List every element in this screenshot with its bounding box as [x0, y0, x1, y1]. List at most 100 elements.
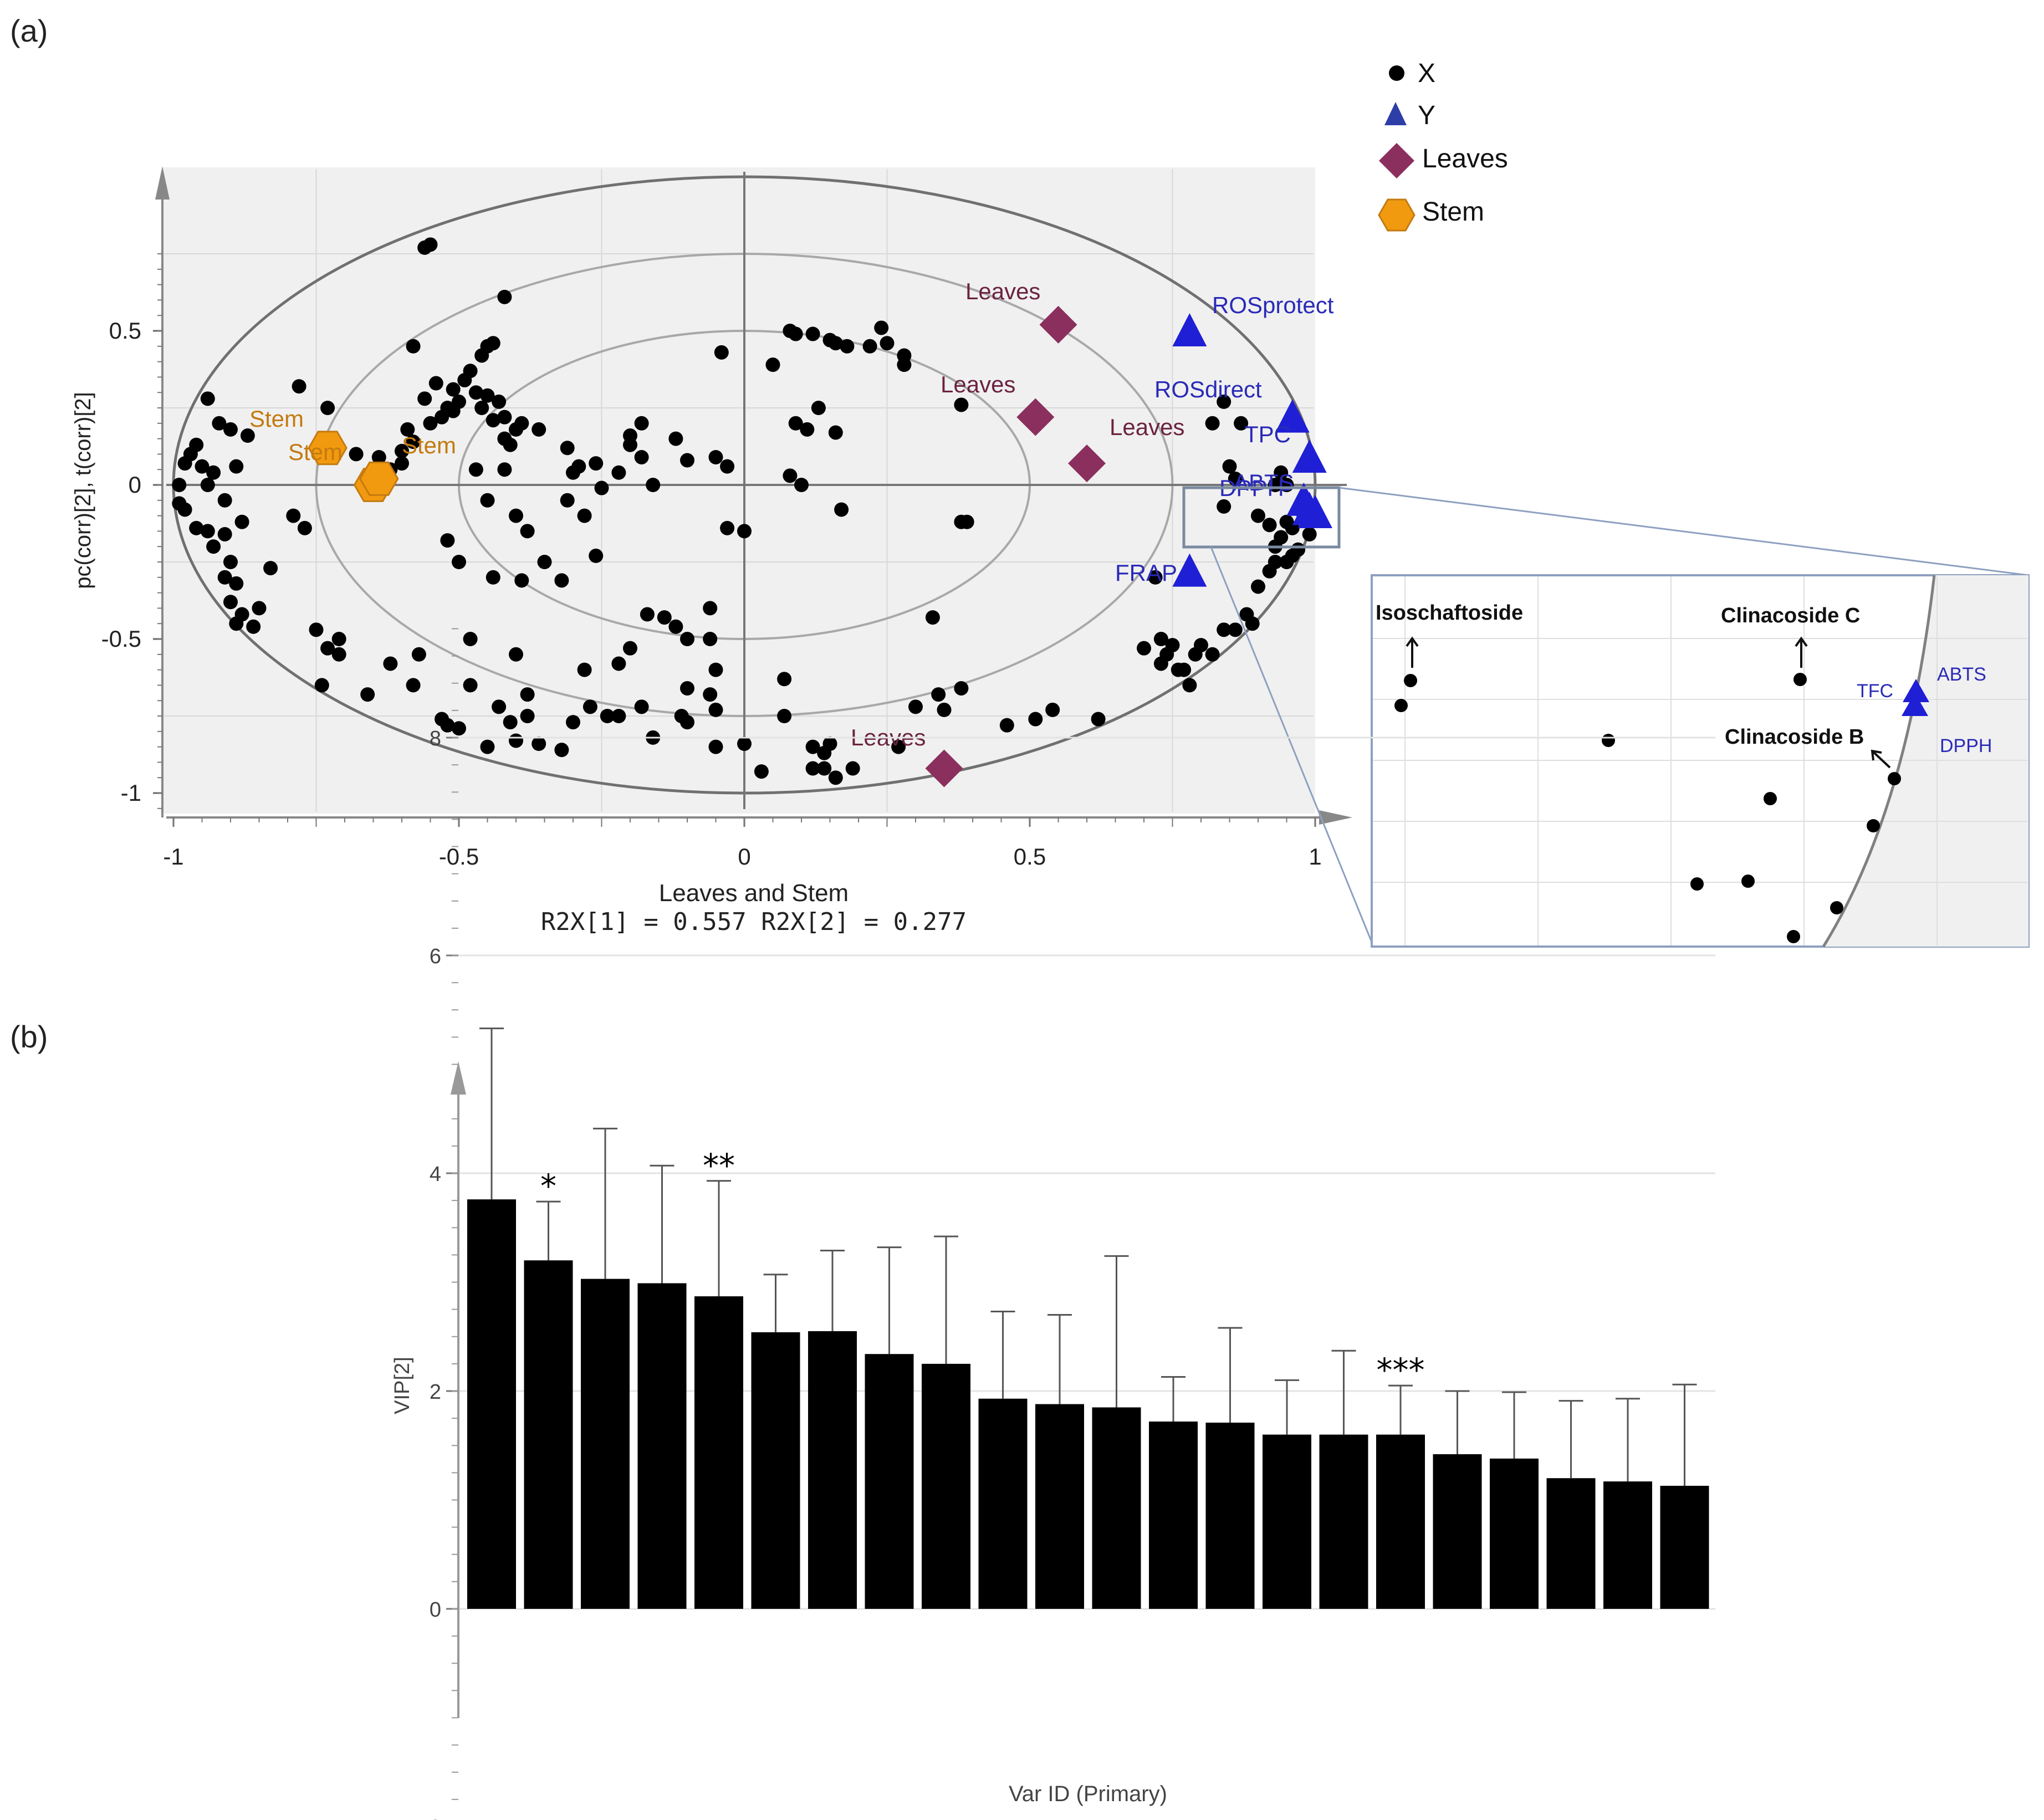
legend-stem-marker [1378, 198, 1416, 232]
bar-y-tick-label: -2 [422, 1816, 441, 1820]
zoom-dpph-marker [1902, 693, 1928, 716]
x-point [229, 459, 244, 474]
x-point [1182, 678, 1197, 693]
x-point [554, 743, 569, 758]
bar-y-tick-label: 6 [430, 945, 441, 968]
x-point [891, 739, 906, 754]
x-point [925, 610, 940, 625]
x-point [383, 656, 398, 671]
scatter-x-label: Leaves and Stem [659, 880, 849, 907]
x-point [206, 539, 221, 554]
x-point [840, 339, 855, 354]
x-point [446, 382, 461, 397]
x-point [395, 456, 409, 471]
x-point [497, 410, 512, 425]
scatter-y-tick-label: 0 [129, 472, 141, 498]
x-point [189, 437, 204, 452]
leaves-marker [1068, 444, 1106, 483]
stem-marker [308, 431, 348, 466]
x-point [828, 336, 843, 351]
x-point [406, 339, 421, 354]
x-point [805, 761, 820, 776]
x-point [480, 493, 495, 508]
x-point [594, 480, 609, 495]
leaves-label: Leaves [1110, 414, 1184, 440]
scatter-ticks: -1 -0.5 0 0.5 1 0.5 0 -0.5 -1 [101, 253, 1322, 870]
x-point [828, 425, 843, 440]
x-point [811, 401, 826, 415]
zoom-point [1404, 674, 1417, 687]
x-point [286, 508, 301, 523]
scatter-x-axis-arrow [1319, 810, 1352, 825]
y-label: ROSdirect [1154, 376, 1262, 402]
x-point [331, 647, 346, 662]
y-marker [1292, 439, 1327, 473]
legend: X Y Leaves Stem [1378, 59, 1508, 232]
x-point [371, 449, 386, 464]
x-point [497, 289, 512, 304]
x-point [468, 462, 483, 477]
y-marker [1275, 399, 1310, 433]
zoom-point [1867, 819, 1880, 832]
x-point [200, 524, 215, 539]
scatter-y-tick-label: 0.5 [109, 318, 141, 344]
x-point [200, 478, 215, 492]
zoom-point [1793, 673, 1807, 686]
x-point [463, 678, 478, 693]
scatter-plot-area [162, 167, 1315, 814]
x-point [805, 326, 820, 341]
legend-y-marker [1384, 102, 1407, 125]
x-point [554, 573, 569, 588]
zoom-point [1690, 877, 1704, 891]
x-point [520, 687, 535, 702]
x-point [680, 715, 694, 730]
bar [637, 1283, 687, 1609]
x-point [406, 678, 421, 693]
x-point [1274, 465, 1289, 480]
x-point [172, 496, 187, 511]
zoom-abts-marker [1903, 679, 1929, 702]
x-point [777, 709, 792, 723]
x-point [999, 718, 1014, 733]
bar [581, 1279, 630, 1609]
x-point [589, 548, 604, 563]
x-point [680, 453, 694, 468]
x-point [223, 595, 238, 610]
bar [1205, 1422, 1255, 1609]
x-point [680, 681, 694, 696]
x-point [1045, 702, 1060, 717]
x-point [1148, 570, 1163, 585]
bar-y-tick-label: 8 [430, 727, 441, 750]
scatter-x-tick-label: 1 [1309, 843, 1321, 870]
scatter-y-axis-arrow [155, 166, 170, 200]
y-marker [1286, 482, 1321, 516]
x-point [446, 403, 461, 418]
stem-label: Stem [288, 439, 343, 465]
x-point [822, 737, 837, 751]
x-point [634, 416, 649, 431]
x-point [657, 610, 672, 625]
x-point [765, 357, 780, 372]
x-point [1205, 647, 1220, 662]
scatter-r2-text: R2X[1] = 0.557 R2X[2] = 0.277 [541, 908, 967, 936]
x-point [1245, 616, 1260, 631]
x-point [480, 739, 495, 754]
y-marker [1172, 553, 1207, 587]
y-label: TPC [1244, 421, 1291, 447]
x-point [297, 520, 312, 535]
zoom-abts-label: ABTS [1937, 664, 1986, 685]
x-point [1137, 641, 1151, 656]
scatter-x-tick-label: 0.5 [1014, 843, 1046, 870]
x-point [737, 737, 752, 751]
x-point [897, 357, 912, 372]
x-point [537, 555, 552, 569]
x-point [805, 739, 820, 754]
zoom-connector-bottom [1210, 546, 1373, 943]
leaves-label: Leaves [965, 278, 1040, 304]
y-marker [1172, 313, 1207, 346]
bar [1263, 1434, 1311, 1609]
x-point [406, 434, 421, 449]
x-point [623, 641, 637, 656]
